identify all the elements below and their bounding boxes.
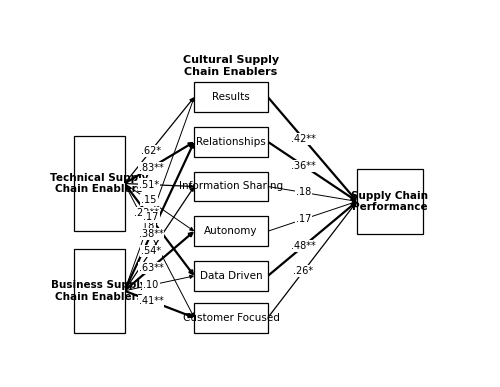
Text: .51*: .51* xyxy=(139,180,159,190)
Text: Customer Focused: Customer Focused xyxy=(182,313,280,323)
FancyBboxPatch shape xyxy=(194,216,268,246)
Text: Business Supply
Chain Enablers: Business Supply Chain Enablers xyxy=(52,280,147,301)
FancyBboxPatch shape xyxy=(194,82,268,112)
FancyBboxPatch shape xyxy=(74,136,124,231)
Text: Data Driven: Data Driven xyxy=(200,271,262,281)
Text: .10: .10 xyxy=(144,280,158,290)
Text: .15: .15 xyxy=(141,195,156,205)
Text: Relationships: Relationships xyxy=(196,137,266,147)
Text: .18: .18 xyxy=(139,221,154,231)
Text: Information Sharing: Information Sharing xyxy=(179,182,283,192)
Text: .22**: .22** xyxy=(134,208,160,218)
Text: .54*: .54* xyxy=(141,246,161,256)
Text: .26*: .26* xyxy=(294,266,314,276)
Text: .17: .17 xyxy=(296,214,311,224)
Text: Cultural Supply
Chain Enablers: Cultural Supply Chain Enablers xyxy=(183,55,279,77)
Text: .48**: .48** xyxy=(291,241,316,251)
Text: .41**: .41** xyxy=(138,296,164,306)
FancyBboxPatch shape xyxy=(194,261,268,291)
Text: Autonomy: Autonomy xyxy=(204,226,258,236)
Text: .18: .18 xyxy=(296,187,311,197)
FancyBboxPatch shape xyxy=(194,127,268,157)
FancyBboxPatch shape xyxy=(74,249,124,332)
Text: .42**: .42** xyxy=(291,134,316,144)
FancyBboxPatch shape xyxy=(194,171,268,201)
Text: .63**: .63** xyxy=(138,263,164,273)
Text: .62*: .62* xyxy=(141,146,161,156)
Text: .38**: .38** xyxy=(138,229,164,239)
Text: Supply Chain
Performance: Supply Chain Performance xyxy=(352,190,428,212)
Text: .83**: .83** xyxy=(138,163,164,173)
FancyBboxPatch shape xyxy=(357,169,423,234)
Text: .17: .17 xyxy=(144,212,158,222)
Text: .36**: .36** xyxy=(291,161,316,171)
Text: Technical Supply
Chain Enablers: Technical Supply Chain Enablers xyxy=(50,173,148,194)
FancyBboxPatch shape xyxy=(194,303,268,332)
Text: Results: Results xyxy=(212,92,250,102)
